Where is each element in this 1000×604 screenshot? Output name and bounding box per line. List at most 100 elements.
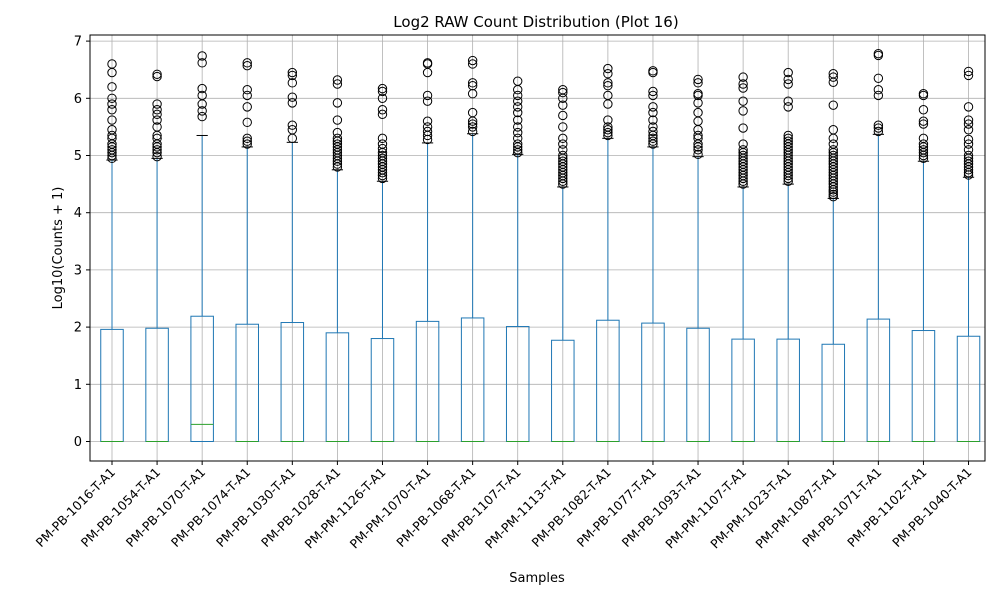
outlier-point — [783, 79, 793, 89]
outlier-point — [783, 67, 793, 78]
outlier-point — [738, 106, 748, 116]
outlier-point — [242, 139, 252, 149]
outlier-point — [693, 74, 703, 85]
y-tick-label: 5 — [74, 149, 82, 164]
box-group — [190, 51, 214, 442]
outlier-point — [963, 102, 974, 112]
outlier-point — [873, 85, 884, 95]
outlier-point — [828, 189, 838, 200]
outlier-point — [648, 122, 658, 132]
box-group — [235, 58, 259, 442]
outlier-point — [738, 96, 748, 106]
outlier-point — [648, 66, 658, 76]
outlier-point — [152, 71, 162, 82]
outlier-point — [918, 119, 929, 129]
outlier-point — [693, 107, 703, 118]
outlier-point — [197, 58, 207, 68]
outlier-point — [918, 145, 929, 155]
x-tick-label: PM-PB-1082-T-A1 — [529, 465, 614, 550]
outlier-point — [332, 115, 343, 125]
x-tick-label: PM-PB-1074-T-A1 — [168, 465, 253, 550]
outlier-point — [738, 79, 748, 89]
outlier-point — [242, 102, 252, 112]
outlier-point — [963, 156, 974, 166]
outlier-point — [783, 74, 793, 85]
outlier-point — [918, 105, 929, 115]
outlier-point — [152, 122, 162, 132]
outlier-point — [152, 151, 162, 162]
y-tick-label: 7 — [74, 35, 82, 50]
outlier-point — [107, 99, 117, 109]
outlier-point — [422, 122, 433, 132]
outlier-point — [242, 85, 252, 95]
outlier-point — [513, 122, 523, 132]
outlier-point — [828, 139, 838, 149]
box-group — [596, 63, 620, 442]
outlier-point — [918, 116, 929, 126]
y-tick-label: 0 — [74, 435, 82, 450]
outlier-point — [873, 48, 884, 59]
outlier-point — [828, 150, 838, 161]
outlier-point — [332, 75, 343, 85]
box-group — [911, 89, 936, 443]
plot-frame — [89, 34, 986, 462]
outlier-point — [287, 120, 298, 130]
outlier-point — [693, 145, 703, 155]
outlier-point — [693, 130, 703, 141]
outlier-point — [107, 130, 117, 141]
outlier-point — [467, 126, 478, 137]
outlier-point — [287, 67, 298, 78]
outlier-point — [467, 81, 478, 91]
outlier-point — [107, 93, 117, 104]
outlier-point — [828, 69, 838, 79]
outlier-point — [648, 86, 658, 97]
outlier-point — [422, 116, 433, 126]
outlier-point — [513, 76, 523, 86]
outlier-point — [783, 96, 793, 106]
outlier-point — [107, 115, 117, 125]
x-tick-label: PM-PB-1040-T-A1 — [889, 465, 974, 550]
box-group — [551, 85, 575, 443]
outlier-point — [783, 102, 793, 112]
box-group — [956, 66, 981, 443]
outlier-point — [693, 149, 703, 160]
outlier-point — [648, 126, 658, 137]
box-group — [415, 58, 440, 443]
outlier-point — [918, 139, 929, 149]
outlier-point — [603, 90, 613, 101]
y-tick-label: 4 — [74, 206, 82, 221]
outlier-point — [693, 89, 703, 99]
x-tick-label: PM-PM-1113-T-A1 — [482, 465, 569, 552]
outlier-point — [693, 98, 703, 108]
iqr-box — [190, 315, 214, 442]
outlier-point — [287, 78, 298, 88]
outlier-point — [152, 69, 162, 79]
y-tick-label: 1 — [74, 378, 82, 393]
outlier-point — [603, 69, 613, 79]
box-group — [776, 67, 800, 442]
x-tick-label: PM-PM-1070-T-A1 — [347, 465, 434, 552]
outlier-point — [287, 125, 298, 135]
outlier-point — [197, 51, 207, 61]
box-group — [460, 55, 485, 442]
outlier-point — [963, 125, 974, 135]
outlier-point — [738, 123, 748, 133]
outlier-point — [287, 70, 298, 81]
outlier-point — [377, 139, 388, 149]
outlier-point — [377, 153, 388, 164]
outlier-point — [873, 123, 884, 133]
outlier-point — [603, 122, 613, 132]
x-tick-label: PM-PB-1077-T-A1 — [574, 465, 659, 550]
outlier-point — [107, 105, 117, 115]
box-group — [731, 72, 755, 442]
outlier-point — [422, 126, 433, 137]
outlier-point — [873, 120, 884, 130]
outlier-point — [603, 125, 613, 135]
outlier-point — [467, 55, 478, 66]
outlier-point — [963, 115, 974, 125]
outlier-point — [242, 117, 252, 128]
outlier-point — [513, 90, 523, 101]
outlier-point — [648, 136, 658, 146]
outlier-point — [963, 119, 974, 129]
